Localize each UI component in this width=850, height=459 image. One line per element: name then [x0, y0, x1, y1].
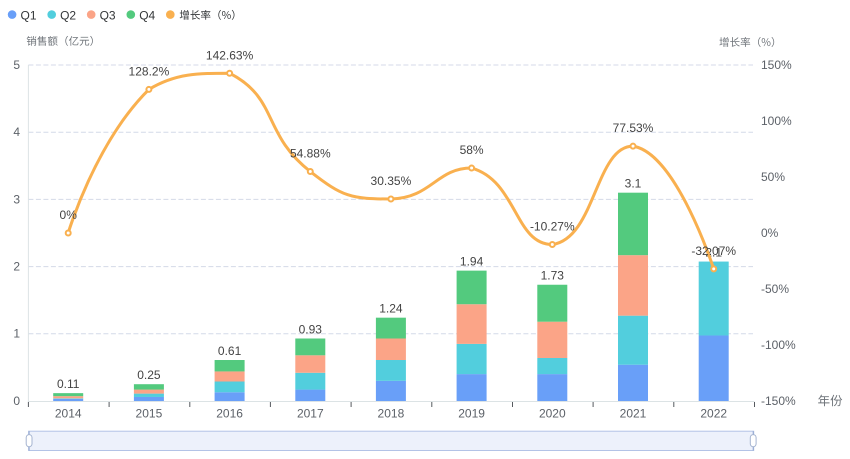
- svg-text:128.2%: 128.2%: [129, 64, 170, 78]
- svg-text:2016: 2016: [216, 407, 243, 421]
- svg-text:Q1: Q1: [21, 8, 37, 22]
- svg-text:2014: 2014: [55, 407, 82, 421]
- svg-text:2018: 2018: [378, 407, 405, 421]
- svg-text:-32.07%: -32.07%: [691, 244, 736, 258]
- svg-text:1.24: 1.24: [379, 302, 403, 316]
- svg-text:1.94: 1.94: [460, 255, 484, 269]
- svg-text:2: 2: [13, 260, 20, 274]
- svg-text:Q4: Q4: [139, 8, 155, 22]
- svg-text:0.11: 0.11: [57, 377, 80, 391]
- svg-text:1: 1: [13, 327, 20, 341]
- svg-text:0%: 0%: [60, 208, 78, 222]
- svg-text:77.53%: 77.53%: [613, 121, 654, 135]
- svg-text:2021: 2021: [620, 407, 647, 421]
- svg-text:58%: 58%: [460, 143, 484, 157]
- svg-text:0.93: 0.93: [299, 323, 323, 337]
- svg-text:5: 5: [13, 58, 20, 72]
- svg-text:-150%: -150%: [761, 394, 796, 408]
- svg-text:-10.27%: -10.27%: [530, 220, 575, 234]
- svg-text:2015: 2015: [136, 407, 163, 421]
- svg-text:0.25: 0.25: [137, 368, 161, 382]
- svg-text:0%: 0%: [761, 226, 779, 240]
- svg-text:Q3: Q3: [100, 8, 116, 22]
- svg-text:0: 0: [13, 394, 20, 408]
- svg-text:2022: 2022: [700, 407, 727, 421]
- svg-text:2019: 2019: [458, 407, 485, 421]
- svg-text:-100%: -100%: [761, 338, 796, 352]
- svg-text:0.61: 0.61: [218, 344, 242, 358]
- svg-text:3: 3: [13, 192, 20, 206]
- svg-text:54.88%: 54.88%: [290, 147, 331, 161]
- svg-text:-50%: -50%: [761, 282, 789, 296]
- svg-text:50%: 50%: [761, 170, 785, 184]
- svg-text:2017: 2017: [297, 407, 324, 421]
- svg-text:100%: 100%: [761, 114, 792, 128]
- svg-text:142.63%: 142.63%: [206, 48, 254, 62]
- svg-text:150%: 150%: [761, 58, 792, 72]
- svg-text:4: 4: [13, 125, 20, 139]
- svg-text:30.35%: 30.35%: [371, 174, 412, 188]
- svg-text:1.73: 1.73: [541, 269, 565, 283]
- svg-text:2020: 2020: [539, 407, 566, 421]
- svg-text:3.1: 3.1: [625, 177, 642, 191]
- svg-text:Q2: Q2: [60, 8, 76, 22]
